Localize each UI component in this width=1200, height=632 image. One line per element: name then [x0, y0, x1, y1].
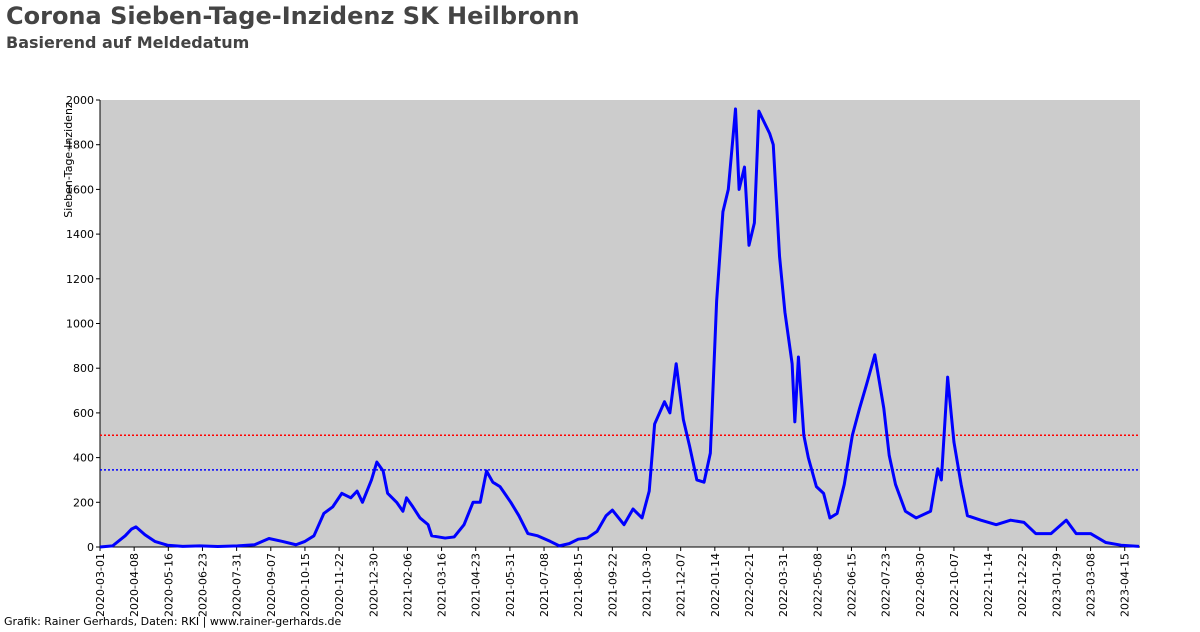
y-tick-label: 200: [73, 496, 94, 509]
y-tick-label: 0: [87, 541, 94, 554]
x-tick-label: 2023-01-29: [1050, 553, 1063, 617]
x-tick-label: 2023-03-08: [1085, 553, 1098, 617]
x-tick-label: 2022-01-14: [709, 553, 722, 617]
footer: Grafik: Rainer Gerhards, Daten: RKI | ww…: [4, 615, 342, 628]
x-tick-label: 2022-05-08: [811, 553, 824, 617]
x-tick-label: 2022-11-14: [982, 553, 995, 617]
x-tick-label: 2021-08-15: [572, 553, 585, 617]
x-tick-label: 2020-05-16: [162, 553, 175, 617]
x-tick-label: 2021-12-07: [675, 553, 688, 617]
y-tick-label: 400: [73, 452, 94, 465]
x-tick-label: 2021-07-08: [538, 553, 551, 617]
x-tick-label: 2022-08-30: [914, 553, 927, 617]
y-tick-label: 1400: [66, 228, 94, 241]
x-tick-label: 2020-11-22: [333, 553, 346, 617]
x-tick-label: 2021-03-16: [436, 553, 449, 617]
x-tick-label: 2020-04-08: [128, 553, 141, 617]
x-tick-label: 2020-06-23: [196, 553, 209, 617]
x-tick-label: 2020-09-07: [265, 553, 278, 617]
chart-title: Corona Sieben-Tage-Inzidenz SK Heilbronn: [6, 2, 580, 30]
y-tick-label: 2000: [66, 94, 94, 107]
x-tick-label: 2023-04-15: [1119, 553, 1132, 617]
x-tick-label: 2021-09-22: [606, 553, 619, 617]
x-tick-label: 2022-02-21: [743, 553, 756, 617]
y-tick-label: 1800: [66, 139, 94, 152]
plot-background: [100, 100, 1140, 547]
chart-subtitle: Basierend auf Meldedatum: [6, 33, 249, 52]
x-tick-label: 2020-03-01: [94, 553, 107, 617]
y-axis-label: Sieben-Tage-Inzidenz: [62, 102, 75, 218]
x-tick-label: 2022-12-22: [1016, 553, 1029, 617]
x-tick-label: 2021-02-06: [401, 553, 414, 617]
x-tick-label: 2021-10-30: [641, 553, 654, 617]
x-tick-label: 2022-10-07: [948, 553, 961, 617]
y-tick-label: 1000: [66, 318, 94, 331]
y-tick-label: 1600: [66, 183, 94, 196]
x-tick-label: 2022-06-15: [845, 553, 858, 617]
x-tick-label: 2020-10-15: [299, 553, 312, 617]
y-tick-label: 800: [73, 362, 94, 375]
x-tick-label: 2021-05-31: [504, 553, 517, 617]
x-tick-label: 2020-12-30: [367, 553, 380, 617]
x-tick-label: 2022-03-31: [777, 553, 790, 617]
x-tick-label: 2020-07-31: [231, 553, 244, 617]
x-tick-label: 2022-07-23: [880, 553, 893, 617]
y-tick-label: 600: [73, 407, 94, 420]
data-line: [99, 107, 1140, 549]
y-tick-label: 1200: [66, 273, 94, 286]
x-tick-label: 2021-04-23: [470, 553, 483, 617]
